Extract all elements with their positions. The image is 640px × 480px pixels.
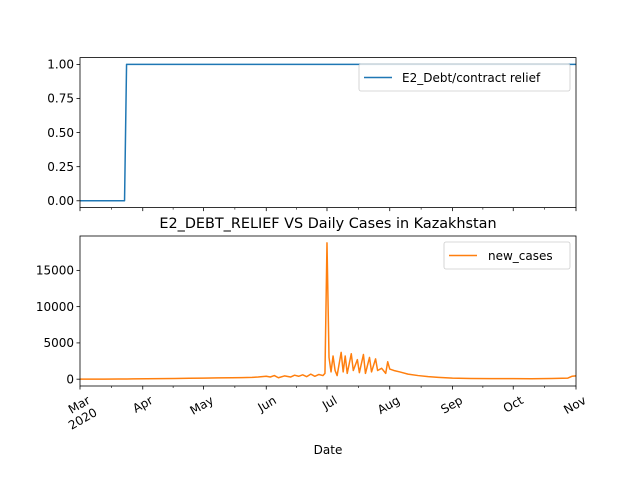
- bottom-axes-frame: [79, 235, 577, 387]
- series-line-1-0: [80, 242, 577, 380]
- top-axes: 0.00 0.25 0.50 0.75 1.00 E2_Debt/contract re…: [47, 57, 577, 212]
- y-tick-label: 1.00: [47, 58, 74, 72]
- y-tick-label: 0.00: [47, 194, 74, 208]
- y-tick-label: 0: [66, 372, 74, 386]
- top-legend-label: E2_Debt/contract relief: [402, 71, 541, 85]
- top-legend-box: [358, 63, 571, 92]
- top-x-ticks: [79, 207, 577, 212]
- x-axis-label: Date: [314, 443, 343, 457]
- bottom-y-ticks: 0 5000 10000 15000: [36, 264, 80, 386]
- y-tick-label: 0.25: [47, 160, 74, 174]
- top-legend: E2_Debt/contract relief: [358, 63, 571, 92]
- bottom-legend-label: new_cases: [488, 249, 553, 263]
- bottom-legend-box: [443, 241, 571, 270]
- bottom-legend: new_cases: [443, 241, 571, 270]
- y-tick-label: 0.50: [47, 126, 74, 140]
- bottom-plot-area: [80, 242, 577, 380]
- y-tick-label: 5000: [43, 336, 74, 350]
- series-line-0-0: [80, 63, 576, 202]
- bottom-axes: E2_DEBT_RELIEF VS Daily Cases in Kazakhs…: [36, 216, 589, 457]
- x-tick-label-group: Jul: [319, 393, 339, 413]
- x-tick-label: Jul: [319, 393, 339, 413]
- top-y-ticks: 0.00 0.25 0.50 0.75 1.00: [47, 58, 80, 208]
- y-tick-label: 10000: [36, 300, 74, 314]
- y-tick-label: 15000: [36, 264, 74, 278]
- y-tick-label: 0.75: [47, 92, 74, 106]
- chart-title: E2_DEBT_RELIEF VS Daily Cases in Kazakhs…: [159, 216, 496, 232]
- top-plot-area: [80, 63, 576, 202]
